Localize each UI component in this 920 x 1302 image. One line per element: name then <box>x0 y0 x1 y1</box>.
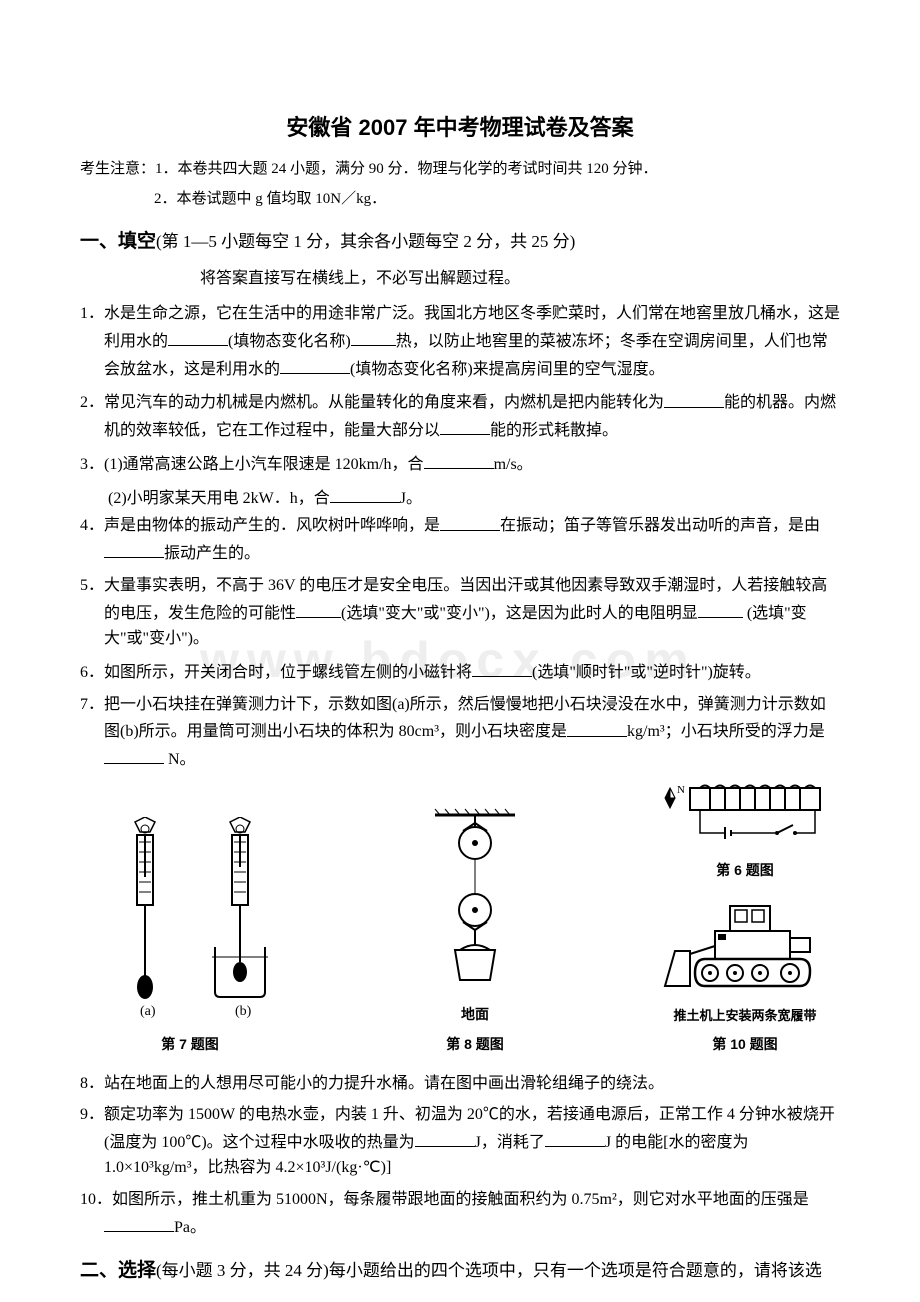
question-5: 5．大量事实表明，不高于 36V 的电压才是安全电压。当因出汗或其他因素导致双手… <box>80 573 840 652</box>
q2-blank1 <box>664 388 724 407</box>
fig7-label-b: (b) <box>235 1004 252 1019</box>
q6-t2: (选填"顺时针"或"逆时针")旋转。 <box>532 664 761 681</box>
fig10-caption: 第 10 题图 <box>660 1033 830 1055</box>
q4-blank1 <box>440 511 500 530</box>
q2-t1: 2．常见汽车的动力机械是内燃机。从能量转化的角度来看，内燃机是把内能转化为 <box>80 395 664 412</box>
figure-8-svg <box>415 805 535 1005</box>
question-3-sub: (2)小明家某天用电 2kW．h，合 J。 <box>80 484 840 512</box>
q5-t2: (选填"变大"或"变小")，这是因为此时人的电阻明显 <box>341 605 698 622</box>
q3s-t2: J。 <box>400 490 422 507</box>
q3s-t1: (2)小明家某天用电 2kW．h，合 <box>108 490 330 507</box>
q5-blank2 <box>698 599 743 618</box>
fig8-caption: 第 8 题图 <box>415 1033 535 1055</box>
figure-7-svg: (a) (b) <box>85 817 295 1027</box>
question-9: 9．额定功率为 1500W 的电热水壶，内装 1 升、初温为 20℃的水，若接通… <box>80 1102 840 1181</box>
q3-t1: 3．(1)通常高速公路上小汽车限速是 120km/h，合 <box>80 456 424 473</box>
question-1: 1．水是生命之源，它在生活中的用途非常广泛。我国北方地区冬季贮菜时，人们常在地窖… <box>80 301 840 382</box>
q4-t3: 振动产生的。 <box>164 545 260 562</box>
q4-t2: 在振动；笛子等管乐器发出动听的声音，是由 <box>500 518 820 535</box>
fig8-ground: 地面 <box>415 1005 535 1027</box>
q3-blank2 <box>330 484 400 503</box>
q1-blank2 <box>351 327 396 346</box>
figure-10: 推土机上安装两条宽履带 第 10 题图 <box>660 896 830 1055</box>
section-1-detail: (第 1—5 小题每空 1 分，其余各小题每空 2 分，共 25 分) <box>156 232 575 251</box>
fig7-caption: 第 7 题图 <box>85 1033 295 1055</box>
notice-line-2: 2．本卷试题中 g 值均取 10N／kg． <box>80 187 840 211</box>
section-2-header: 二、选择(每小题 3 分，共 24 分)每小题给出的四个选项中，只有一个选项是符… <box>80 1256 840 1286</box>
q9-blank1 <box>415 1128 475 1147</box>
q1-blank3 <box>280 355 350 374</box>
q7-blank1 <box>567 717 627 736</box>
q9-t2: J，消耗了 <box>475 1134 545 1151</box>
q10-t1: 10．如图所示，推土机重为 51000N，每条履带跟地面的接触面积约为 0.75… <box>80 1191 809 1208</box>
section-2-detail: (每小题 3 分，共 24 分)每小题给出的四个选项中，只有一个选项是符合题意的… <box>156 1261 822 1280</box>
q3-t2: m/s。 <box>494 456 533 473</box>
q2-blank2 <box>440 416 490 435</box>
question-7: 7．把一小石块挂在弹簧测力计下，示数如图(a)所示，然后慢慢地把小石块浸没在水中… <box>80 692 840 773</box>
q9-blank2 <box>545 1128 605 1147</box>
page-title: 安徽省 2007 年中考物理试卷及答案 <box>80 110 840 145</box>
notice-line-1: 考生注意：1．本卷共四大题 24 小题，满分 90 分．物理与化学的考试时间共 … <box>80 157 840 181</box>
question-8: 8．站在地面上的人想用尽可能小的力提升水桶。请在图中画出滑轮组绳子的绕法。 <box>80 1071 840 1097</box>
q4-t1: 4．声是由物体的振动产生的．风吹树叶哗哗响，是 <box>80 518 440 535</box>
question-10: 10．如图所示，推土机重为 51000N，每条履带跟地面的接触面积约为 0.75… <box>80 1187 840 1240</box>
q1-t4: (填物态变化名称)来提高房间里的空气湿度。 <box>350 361 665 378</box>
section-1-instruction: 将答案直接写在横线上，不必写出解题过程。 <box>80 266 840 292</box>
figure-8: 地面 第 8 题图 <box>415 805 535 1056</box>
q7-blank2 <box>104 745 164 764</box>
figure-7: (a) (b) 第 7 题图 <box>85 817 295 1055</box>
section-2-label: 二、选择 <box>80 1260 156 1281</box>
question-4: 4．声是由物体的振动产生的．风吹树叶哗哗响，是 在振动；笛子等管乐器发出动听的声音… <box>80 511 840 567</box>
figure-6: N 第 6 题图 <box>655 783 835 881</box>
q7-t3: N。 <box>164 751 196 768</box>
question-6: 6．如图所示，开关闭合时，位于螺线管左侧的小磁针将 (选填"顺时针"或"逆时针")… <box>80 658 840 686</box>
question-2: 2．常见汽车的动力机械是内燃机。从能量转化的角度来看，内燃机是把内能转化为能的机… <box>80 388 840 444</box>
q6-t1: 6．如图所示，开关闭合时，位于螺线管左侧的小磁针将 <box>80 664 472 681</box>
question-3: 3．(1)通常高速公路上小汽车限速是 120km/h，合 m/s。 <box>80 450 840 478</box>
q4-blank2 <box>104 539 164 558</box>
q2-t3: 能的形式耗散掉。 <box>490 422 618 439</box>
q1-blank1 <box>168 327 228 346</box>
q1-t2: (填物态变化名称) <box>228 333 351 350</box>
fig6-caption: 第 6 题图 <box>655 859 835 881</box>
q5-blank1 <box>296 599 341 618</box>
fig6-n-label: N <box>677 784 685 796</box>
section-1-label: 一、填空 <box>80 231 156 252</box>
q10-blank1 <box>104 1213 174 1232</box>
figures-row: (a) (b) 第 7 题图 <box>80 783 840 1056</box>
q7-t2: kg/m³；小石块所受的浮力是 <box>627 724 825 741</box>
figure-10-svg <box>660 896 830 1006</box>
fig10-label: 推土机上安装两条宽履带 <box>660 1006 830 1027</box>
figure-6-svg: N <box>655 783 835 853</box>
section-1-header: 一、填空(第 1—5 小题每空 1 分，其余各小题每空 2 分，共 25 分) <box>80 227 840 257</box>
fig7-label-a: (a) <box>140 1004 156 1019</box>
q3-blank1 <box>424 450 494 469</box>
q10-t2: Pa。 <box>174 1219 206 1236</box>
q6-blank1 <box>472 658 532 677</box>
